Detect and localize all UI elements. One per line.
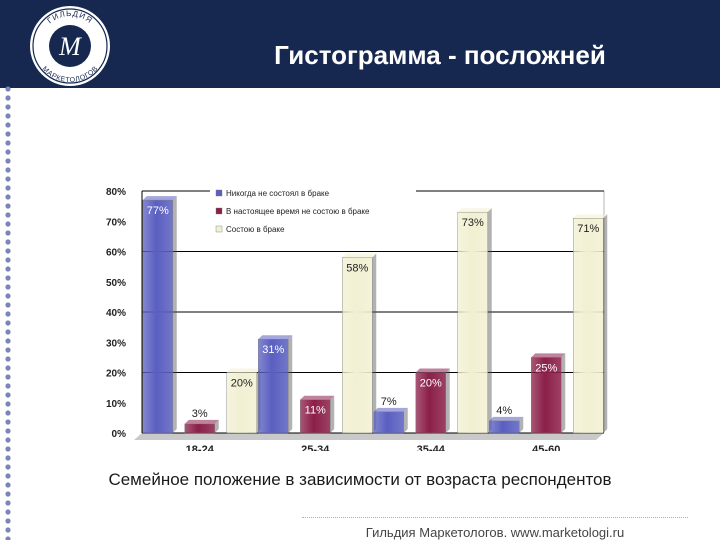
- bar: [457, 211, 488, 434]
- data-label: 25%: [535, 362, 557, 374]
- legend-swatch: [215, 189, 223, 197]
- bar-chart: 0% 10% 20% 30% 40% 50% 60% 70% 80% 77% 3% 20% 18-24 3…: [92, 183, 620, 451]
- bar-side-face: [603, 214, 608, 433]
- bar-top-face: [531, 353, 566, 358]
- bar-side-face: [372, 253, 377, 433]
- bar-side-face: [288, 335, 293, 433]
- bar: [373, 411, 404, 434]
- data-label: 31%: [262, 344, 284, 356]
- bar-side-face: [561, 353, 566, 433]
- bar: [184, 423, 215, 434]
- legend-swatch: [215, 225, 223, 233]
- decorative-dot-column: [5, 5, 11, 540]
- bar-side-face: [172, 196, 177, 433]
- legend: Никогда не состоял в браке В настоящее вр…: [210, 185, 416, 237]
- bar-top-face: [226, 368, 261, 373]
- data-label: 7%: [381, 396, 397, 408]
- footer-text: Гильдия Маркетологов. www.marketologi.ru: [365, 525, 625, 540]
- y-tick-label: 60%: [106, 248, 126, 259]
- bar: [415, 372, 446, 434]
- data-label: 71%: [577, 223, 599, 235]
- logo-monogram: M: [58, 32, 82, 61]
- data-label: 20%: [231, 378, 253, 390]
- data-label: 77%: [147, 205, 169, 217]
- bar-top-face: [258, 335, 293, 340]
- bar-top-face: [489, 416, 524, 421]
- y-tick-label: 50%: [106, 278, 126, 289]
- data-label: 11%: [305, 405, 326, 417]
- header-bar: [0, 0, 720, 88]
- bar-top-face: [342, 253, 377, 258]
- legend-label: Никогда не состоял в браке: [226, 189, 330, 198]
- y-tick-label: 80%: [106, 187, 126, 198]
- bar-side-face: [519, 416, 524, 433]
- legend-label: В настоящее время не состою в браке: [226, 207, 370, 216]
- bar-top-face: [300, 395, 335, 400]
- x-tick-label: 35-44: [417, 444, 446, 451]
- data-label: 73%: [462, 217, 484, 229]
- bar: [142, 199, 173, 434]
- bar: [342, 257, 373, 434]
- bar: [573, 218, 604, 434]
- chart-caption: Семейное положение в зависимости от возр…: [108, 470, 612, 489]
- x-tick-label: 25-34: [301, 444, 330, 451]
- bar: [489, 420, 520, 434]
- legend-label: Состою в браке: [226, 225, 285, 234]
- chart-floor: [134, 433, 604, 440]
- bar-side-face: [445, 368, 450, 433]
- bar-top-face: [457, 208, 492, 213]
- x-tick-label: 45-60: [532, 444, 560, 451]
- data-label: 3%: [192, 408, 208, 420]
- bar-top-face: [142, 196, 177, 201]
- y-tick-label: 40%: [106, 308, 126, 319]
- y-tick-label: 70%: [106, 217, 126, 228]
- y-tick-label: 0%: [112, 429, 127, 440]
- slide-title: Гистограмма - посложней: [274, 40, 606, 70]
- data-label: 4%: [496, 405, 512, 417]
- legend-swatch: [215, 207, 223, 215]
- bar-side-face: [214, 419, 219, 433]
- bar: [531, 357, 562, 434]
- bar-side-face: [487, 208, 492, 433]
- x-tick-label: 18-24: [186, 444, 215, 451]
- y-tick-label: 30%: [106, 338, 126, 349]
- data-label: 58%: [346, 263, 368, 275]
- bar-top-face: [184, 419, 219, 424]
- bar: [300, 399, 331, 434]
- y-tick-label: 10%: [106, 399, 126, 410]
- bar-top-face: [373, 407, 408, 412]
- bar-top-face: [573, 214, 608, 219]
- footer-divider: [302, 517, 688, 518]
- bar: [258, 339, 289, 434]
- bar-side-face: [330, 395, 335, 433]
- y-tick-label: 20%: [106, 369, 126, 380]
- data-label: 20%: [420, 378, 442, 390]
- bar-top-face: [415, 368, 450, 373]
- guild-logo: M ГИЛЬДИЯ МАРКЕТОЛОГОВ: [30, 6, 110, 86]
- bar: [226, 372, 257, 434]
- bar-side-face: [403, 407, 408, 433]
- legend-box: [210, 185, 416, 237]
